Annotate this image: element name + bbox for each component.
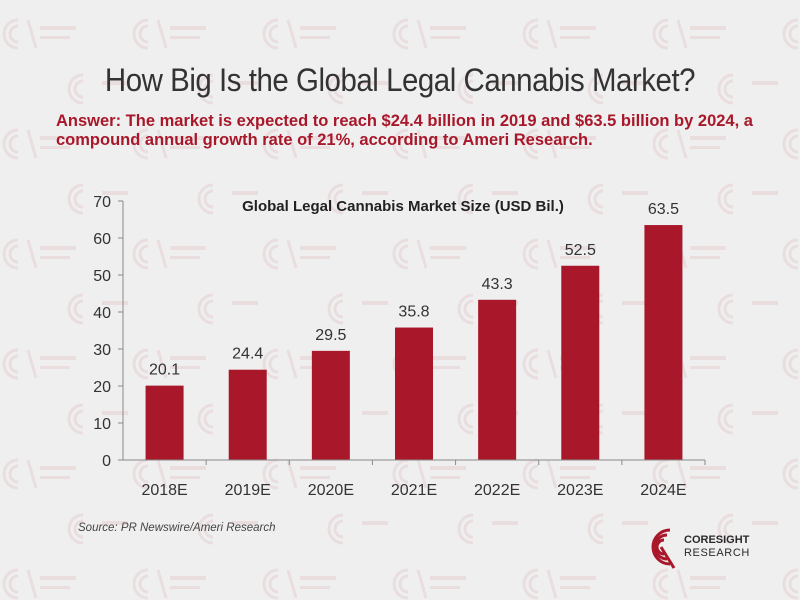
bar-value-label: 20.1 xyxy=(149,362,180,379)
bar-value-label: 63.5 xyxy=(648,201,679,218)
bar-value-label: 24.4 xyxy=(232,346,263,363)
coresight-logo-icon xyxy=(651,528,676,569)
y-tick-label: 70 xyxy=(93,194,111,211)
brand-line2: RESEARCH xyxy=(684,547,750,559)
bar xyxy=(145,385,184,460)
brand-line1: CORESIGHT xyxy=(684,534,750,546)
x-axis: 2018E 2019E 2020E 2021E 2022E 2023E 2024E xyxy=(123,459,706,499)
source-note: Source: PR Newswire/Ameri Research xyxy=(78,522,276,534)
x-tick-label: 2019E xyxy=(225,482,271,499)
bar xyxy=(228,369,267,460)
x-tick-label: 2020E xyxy=(308,482,354,499)
y-tick-label: 40 xyxy=(93,305,111,322)
bar-value-label: 52.5 xyxy=(565,242,596,259)
y-tick-label: 30 xyxy=(93,342,111,359)
x-tick-label: 2023E xyxy=(557,482,603,499)
y-axis: 0 10 20 30 40 50 60 70 xyxy=(93,194,124,470)
bar-value-label: 35.8 xyxy=(398,304,429,321)
x-tick-label: 2022E xyxy=(474,482,520,499)
bar xyxy=(644,225,683,460)
answer-text: Answer: The market is expected to reach … xyxy=(56,112,753,149)
bar xyxy=(311,350,350,460)
y-tick-label: 0 xyxy=(102,453,111,470)
bar xyxy=(395,327,433,460)
page-title: How Big Is the Global Legal Cannabis Mar… xyxy=(104,62,696,98)
y-tick-label: 60 xyxy=(93,231,111,248)
x-tick-label: 2018E xyxy=(141,482,187,499)
bar xyxy=(478,299,517,460)
y-tick-label: 50 xyxy=(93,268,111,285)
bar-value-label: 43.3 xyxy=(482,276,513,293)
y-tick-label: 20 xyxy=(93,379,111,396)
x-tick-label: 2024E xyxy=(640,482,686,499)
chart-title: Global Legal Cannabis Market Size (USD B… xyxy=(242,198,564,215)
x-tick-label: 2021E xyxy=(391,482,437,499)
y-tick-label: 10 xyxy=(93,416,111,433)
bars-group: 20.1 24.4 29.5 35.8 43.3 52.5 63.5 xyxy=(145,201,683,460)
bar xyxy=(561,265,600,460)
brand-name: CORESIGHT RESEARCH xyxy=(684,534,750,560)
bar-value-label: 29.5 xyxy=(315,327,346,344)
